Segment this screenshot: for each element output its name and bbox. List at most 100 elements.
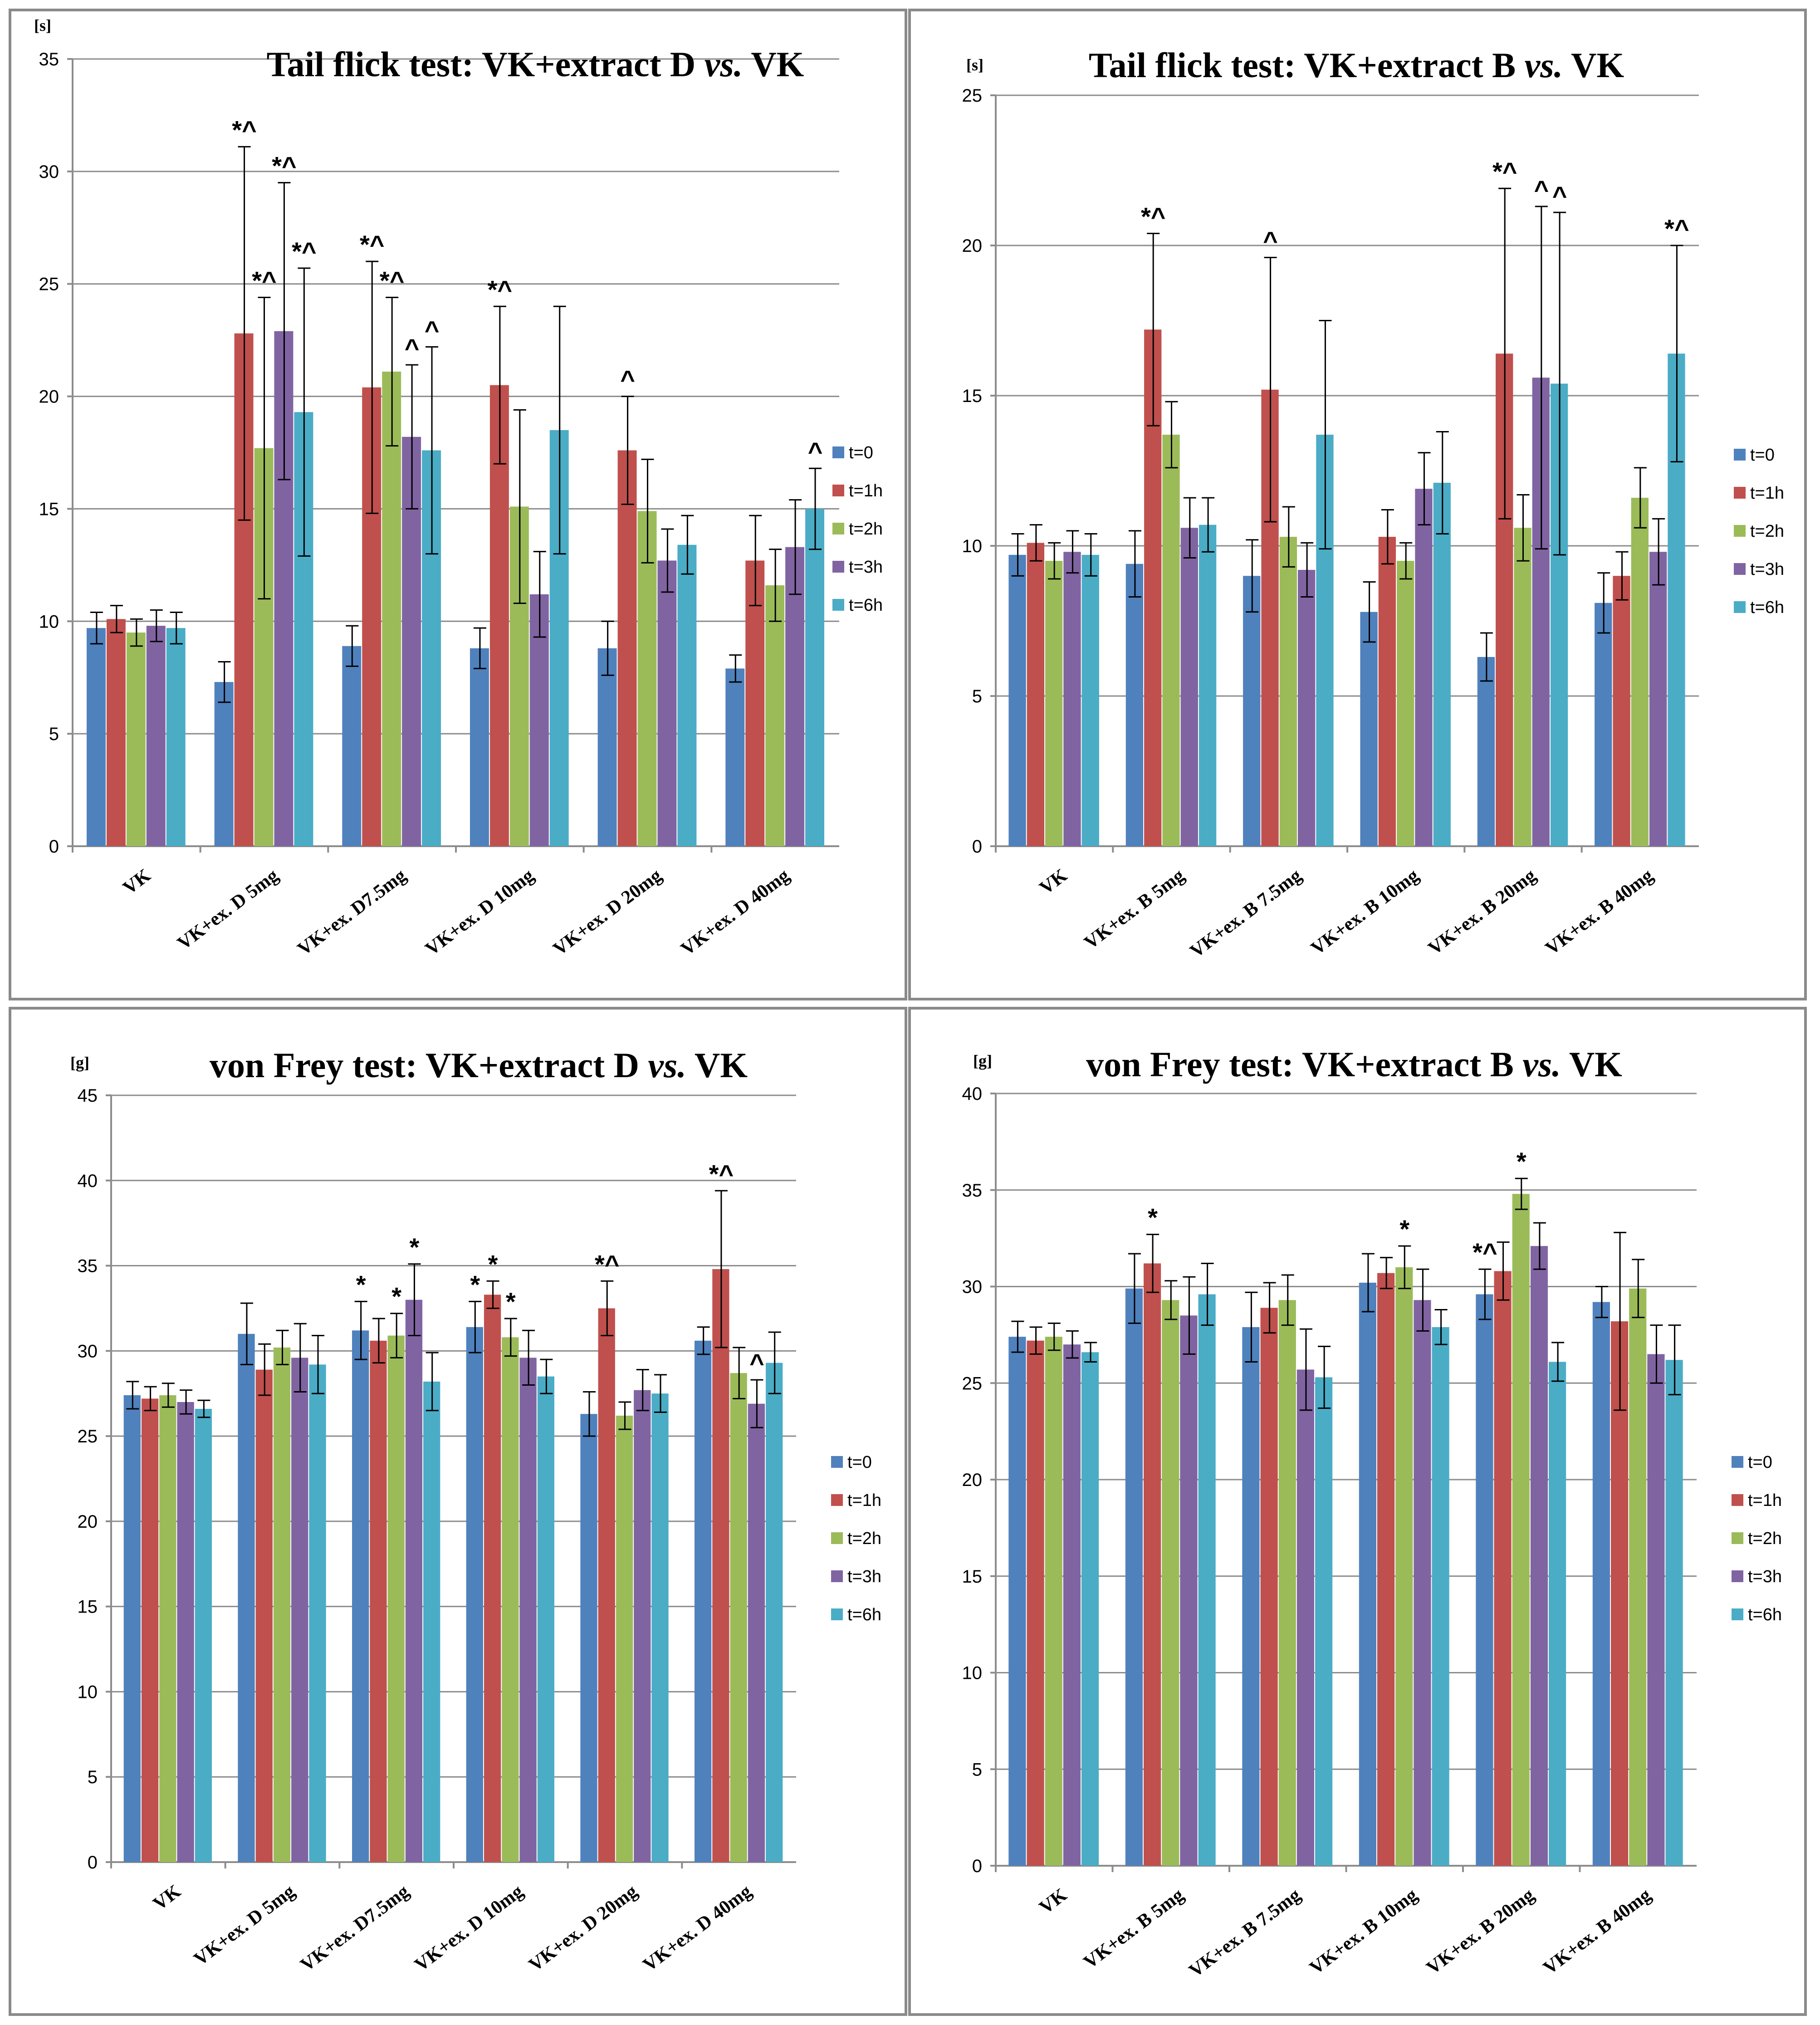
y-tick-label: 10 [962,1663,983,1683]
bar [141,1398,159,1862]
y-tick-label: 30 [39,162,59,182]
significance-mark: *^ [1141,202,1166,231]
bar [484,1294,501,1862]
legend-swatch [832,599,844,611]
bar [651,1393,669,1862]
significance-mark: * [506,1287,516,1316]
bar [805,509,825,846]
legend-label: t=6h [847,1605,881,1624]
bar [1592,1302,1610,1866]
y-tick-label: 20 [962,236,983,256]
bar [1360,612,1378,846]
title-part: VK [686,1045,748,1085]
bar [1610,1321,1629,1866]
bar [1649,552,1667,846]
bar [1125,564,1144,846]
legend-label: t=1h [847,1491,881,1510]
bar [255,1369,273,1862]
bar [765,585,785,846]
bar [1027,1340,1044,1866]
significance-mark: ^ [749,1348,764,1377]
bar [1081,554,1099,846]
legend-label: t=6h [1750,598,1784,617]
chart-panel-3: 0 5 10 15 20 25 30 35 40 45 von Frey test: VK+extr… [9,1007,907,2016]
significance-mark: *^ [709,1159,734,1188]
bar [1260,1308,1278,1866]
bar [1279,537,1297,846]
bar [637,511,657,846]
bar [748,1403,765,1862]
bar [1243,576,1261,846]
y-unit-label: [s] [966,56,983,74]
significance-mark: * [410,1233,420,1261]
y-tick-label: 0 [972,1856,982,1876]
y-tick-label: 0 [49,837,59,857]
title-part: vs. [1525,45,1563,85]
bar [1143,1263,1161,1866]
legend-swatch [831,1608,843,1620]
y-tick-label: 10 [962,536,983,556]
significance-mark: *^ [232,115,257,144]
bar [1198,1294,1216,1866]
legend-label: t=1h [1748,1491,1782,1510]
legend-label: t=0 [849,443,873,462]
y-tick-label: 10 [39,612,59,632]
significance-mark: *^ [272,152,297,180]
bar [123,1395,141,1862]
significance-mark: *^ [1664,214,1689,243]
y-tick-label: 45 [78,1086,98,1106]
legend-swatch [832,561,844,573]
bar [146,626,166,846]
significance-mark: *^ [360,230,385,259]
bar [1162,435,1180,846]
bar [214,682,234,846]
y-tick-label: 5 [49,724,59,744]
legend-label: t=6h [1748,1605,1782,1624]
legend-swatch [1732,1494,1743,1506]
chart-title: von Frey test: VK+extract D vs. VK [210,1045,748,1085]
bar [1629,1288,1647,1866]
bar [695,1340,712,1862]
y-tick-label: 20 [962,1470,983,1490]
chart-panel-4: 0 5 10 15 20 25 30 35 40 von Frey test: VK+extrac… [908,1007,1807,2016]
y-tick-label: 35 [962,1181,983,1201]
bar [1063,552,1081,846]
y-tick-label: 10 [78,1682,98,1702]
bar [1297,1369,1315,1866]
chart-title: Tail flick test: VK+extract B vs. VK [1089,45,1624,85]
bar [238,1334,255,1862]
significance-mark: * [391,1282,401,1311]
bar [1045,561,1063,846]
chart-panel-1: 0 5 10 15 20 25 30 35 Tail flick test: VK+extrac… [9,9,907,1000]
legend-label: t=3h [847,1567,881,1586]
bar [1631,498,1649,846]
title-part: vs. [648,1045,686,1085]
legend-label: t=0 [847,1453,872,1472]
bar [1008,1337,1026,1866]
significance-mark: *^ [488,275,513,304]
bar [1378,537,1396,846]
bar [580,1414,597,1862]
y-tick-label: 20 [78,1512,98,1532]
panel-frame [9,9,907,1000]
bar [405,1299,423,1862]
bar [502,1337,519,1862]
legend-label: t=0 [1750,446,1775,465]
y-tick-label: 0 [972,837,982,857]
significance-mark: *^ [292,237,317,265]
bar [1477,657,1495,846]
bar [1476,1294,1493,1866]
significance-mark: *^ [1473,1238,1497,1266]
significance-mark: ^ [1552,181,1567,210]
y-tick-label: 5 [88,1767,98,1787]
title-part: vs. [1522,1044,1561,1084]
bar [1125,1288,1143,1866]
legend-label: t=2h [1750,522,1784,541]
bar [126,633,146,846]
bar [597,648,617,846]
bar [273,1347,291,1862]
bar [86,628,106,846]
bar [1081,1352,1099,1866]
bar [519,1358,537,1862]
